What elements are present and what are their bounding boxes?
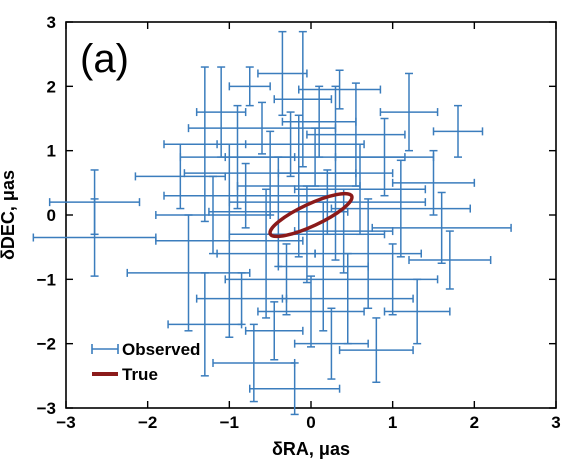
data-point xyxy=(408,230,492,290)
data-point xyxy=(281,252,414,345)
x-tick-label: −2 xyxy=(138,413,157,432)
data-point xyxy=(371,191,512,264)
y-tick-label: 2 xyxy=(47,77,56,96)
data-point xyxy=(347,243,439,316)
data-point xyxy=(306,82,406,187)
y-tick-label: −3 xyxy=(37,399,56,418)
data-point xyxy=(155,175,271,255)
legend-observed-symbol xyxy=(91,344,119,354)
y-tick-label: 3 xyxy=(47,13,56,32)
x-tick-label: 2 xyxy=(470,413,479,432)
data-point xyxy=(338,317,414,384)
x-tick-label: 0 xyxy=(306,413,315,432)
y-tick-label: −1 xyxy=(37,270,56,289)
y-axis-label: δDEC, μas xyxy=(0,170,18,260)
x-tick-label: 3 xyxy=(551,413,560,432)
data-point xyxy=(293,143,427,236)
legend: Observed True xyxy=(91,340,200,384)
x-tick-label: −1 xyxy=(220,413,239,432)
data-point xyxy=(228,169,427,236)
data-point xyxy=(391,149,476,216)
observed-series xyxy=(32,30,512,416)
legend-observed-label: Observed xyxy=(122,340,200,359)
legend-true-label: True xyxy=(122,365,158,384)
data-point xyxy=(249,362,341,416)
x-axis-label: δRA, μas xyxy=(272,439,350,459)
x-tick-label: 1 xyxy=(388,413,397,432)
data-point xyxy=(228,66,271,107)
data-point xyxy=(383,278,451,345)
true-ellipse xyxy=(268,191,354,239)
data-point xyxy=(195,272,288,326)
y-tick-label: −2 xyxy=(37,335,56,354)
data-point xyxy=(379,72,439,152)
data-point xyxy=(273,30,333,168)
data-point xyxy=(314,198,422,310)
data-point xyxy=(281,85,357,158)
data-point xyxy=(216,111,365,178)
y-tick-label: 0 xyxy=(47,206,56,225)
y-tick-label: 1 xyxy=(47,142,56,161)
data-point xyxy=(257,30,308,117)
panel-label: (a) xyxy=(80,37,129,81)
y-axis-ticks: −3 −2 −1 0 1 2 3 xyxy=(37,13,556,418)
data-point xyxy=(330,159,471,258)
data-point xyxy=(257,275,365,348)
x-axis-ticks: −3 −2 −1 0 1 2 3 xyxy=(56,22,561,432)
data-point xyxy=(293,307,369,380)
data-point xyxy=(432,104,484,158)
x-tick-label: −3 xyxy=(56,413,75,432)
true-series xyxy=(268,191,354,239)
data-point xyxy=(298,69,382,110)
